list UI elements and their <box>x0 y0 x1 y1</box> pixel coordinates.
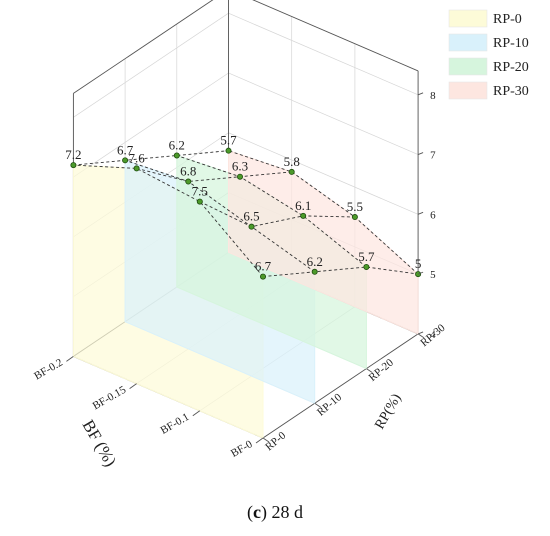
data-point <box>259 273 266 280</box>
x-tick-mark <box>255 437 264 444</box>
data-point <box>236 173 243 180</box>
z-tick-mark <box>417 211 424 215</box>
dashed-cross-line <box>262 266 419 278</box>
caption-panel: c <box>253 502 261 522</box>
data-label: 7.6 <box>128 150 145 165</box>
data-label: 6.3 <box>232 159 248 174</box>
grid-line-right-wall <box>228 132 419 215</box>
dashed-cross-line <box>73 150 229 166</box>
data-label: 5.7 <box>220 133 237 148</box>
x-tick-mark <box>66 356 74 362</box>
legend: RP-0 RP-10 RP-20 RP-30 <box>448 9 529 100</box>
figure-caption: (c) 28 d <box>247 502 304 522</box>
data-label: 6.2 <box>169 138 185 153</box>
dashed-cross-line <box>136 167 292 182</box>
dashed-series-line <box>228 150 419 275</box>
data-point <box>70 162 77 169</box>
data-labels: 6.7 7.5 7.6 7.2 6.2 6.5 6.8 6.7 5.7 6.1 6.3 6.2 5 5.5… <box>65 133 421 274</box>
data-point <box>300 212 307 219</box>
data-label: 5.7 <box>358 249 375 264</box>
y-tick-label: RP-10 <box>315 391 345 419</box>
data-label: 5.5 <box>347 199 363 214</box>
data-label: 6.7 <box>255 259 272 274</box>
z-tick-label: 8 <box>430 90 436 102</box>
x-tick-label: BF-0 <box>229 438 255 460</box>
data-label: 5 <box>415 256 422 271</box>
y-axis-title: RP(%) <box>372 391 404 432</box>
dashed-series-line <box>124 159 315 273</box>
legend-swatch <box>448 9 488 28</box>
dashed-cross-line <box>199 201 355 228</box>
dashed-series-line <box>176 155 367 268</box>
z-tick-mark <box>417 92 424 96</box>
data-point <box>225 147 232 154</box>
data-point <box>288 168 295 175</box>
data-point <box>173 152 180 159</box>
x-tick-mark <box>192 410 201 417</box>
y-tick-mark <box>314 402 321 408</box>
data-point <box>196 198 203 205</box>
data-point <box>248 223 255 230</box>
y-tick-label: RP-30 <box>418 322 448 350</box>
y-tick-mark <box>366 368 373 373</box>
dashed-connectors <box>73 150 419 278</box>
legend-swatch <box>448 57 488 76</box>
x-axis-title: BF (%) <box>79 417 121 470</box>
data-label: 6.1 <box>295 198 311 213</box>
z-tick-mark <box>417 331 424 335</box>
frame-edge <box>262 333 419 439</box>
data-point <box>122 157 129 164</box>
z-tick-label: 6 <box>430 209 436 221</box>
dashed-series-line <box>73 164 264 277</box>
data-point <box>311 268 318 275</box>
z-tick-label: 7 <box>430 150 436 162</box>
frame-edge <box>252 0 419 72</box>
x-tick-label: BF-0.1 <box>159 411 192 437</box>
legend-label: RP-20 <box>493 60 529 75</box>
legend-label: RP-0 <box>493 12 522 27</box>
x-tick-label: BF-0.2 <box>32 357 65 383</box>
data-label: 7.2 <box>65 147 81 162</box>
grid-line-left-wall <box>73 12 229 118</box>
data-label: 6.2 <box>307 254 323 269</box>
grid-line-left-wall <box>73 72 229 178</box>
data-point <box>363 263 370 270</box>
caption-text: 28 d <box>271 502 304 522</box>
y-tick-label: RP-20 <box>367 356 397 384</box>
x-tick-mark <box>129 383 137 389</box>
grid-line-right-wall <box>228 12 419 96</box>
data-point <box>133 165 140 172</box>
z-tick-mark <box>417 271 424 275</box>
data-label: 6.7 <box>117 142 134 157</box>
grid-line-right-wall <box>228 72 419 155</box>
data-point <box>351 214 358 221</box>
z-tick-label: 5 <box>430 269 436 281</box>
legend-swatch <box>448 81 488 100</box>
y-tick-label: RP-0 <box>263 429 288 453</box>
data-point <box>185 178 192 185</box>
y-tick-mark <box>417 333 425 339</box>
frame-edge <box>73 0 214 94</box>
x-tick-label: BF-0.15 <box>91 384 129 413</box>
data-label: 7.5 <box>192 184 208 199</box>
legend-label: RP-10 <box>493 36 529 51</box>
y-tick-mark <box>262 437 270 443</box>
data-label: 6.8 <box>180 164 196 179</box>
legend-swatch <box>448 33 488 52</box>
data-label: 6.5 <box>243 209 259 224</box>
legend-label: RP-30 <box>493 84 529 99</box>
z-tick-mark <box>417 152 424 155</box>
data-label: 5.8 <box>284 154 300 169</box>
z-tick-label: 4 <box>430 329 436 341</box>
